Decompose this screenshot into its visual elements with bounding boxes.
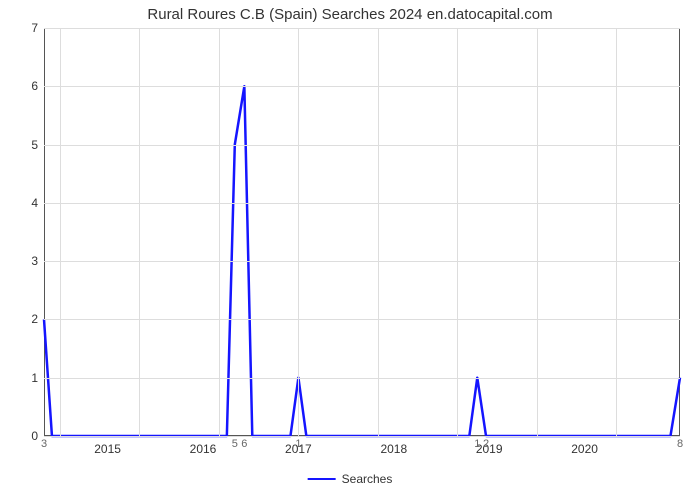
y-tick-label: 7 [31,21,44,35]
x-tick-label: 2016 [190,436,217,456]
y-tick-label: 2 [31,312,44,326]
x-minor-label: 3 [41,436,47,450]
x-tick-label: 2018 [380,436,407,456]
gridline-v [298,28,299,436]
y-tick-label: 5 [31,138,44,152]
y-tick-label: 4 [31,196,44,210]
x-minor-label: 2 [483,436,489,450]
x-minor-label: 8 [677,436,683,450]
y-tick-label: 3 [31,254,44,268]
gridline-v [378,28,379,436]
y-tick-label: 6 [31,79,44,93]
x-minor-label: 1 [295,436,301,450]
x-tick-label: 2015 [94,436,121,456]
gridline-v [537,28,538,436]
y-tick-label: 1 [31,371,44,385]
gridline-v [219,28,220,436]
x-tick-label: 2020 [571,436,598,456]
legend: Searches [308,472,393,486]
x-minor-label: 6 [241,436,247,450]
chart-title: Rural Roures C.B (Spain) Searches 2024 e… [0,6,700,23]
chart-container: Rural Roures C.B (Spain) Searches 2024 e… [0,0,700,500]
gridline-v [616,28,617,436]
gridline-v [139,28,140,436]
x-minor-label: 5 [232,436,238,450]
legend-swatch [308,478,336,480]
gridline-v [457,28,458,436]
legend-label: Searches [342,472,393,486]
x-minor-label: 1 [474,436,480,450]
plot-area: 012345672015201620172018201920203561128 [44,28,680,436]
gridline-v [60,28,61,436]
